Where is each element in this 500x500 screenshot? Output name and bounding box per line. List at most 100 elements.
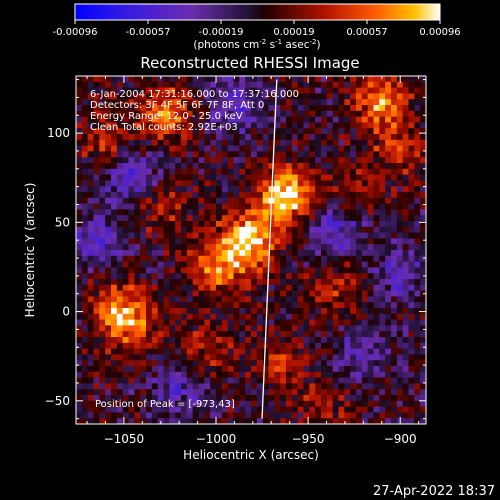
heatmap-cell	[169, 273, 176, 280]
heatmap-cell	[251, 354, 258, 361]
heatmap-cell	[385, 203, 392, 210]
heatmap-cell	[274, 389, 281, 396]
heatmap-cell	[251, 255, 258, 262]
heatmap-cell	[122, 337, 129, 344]
heatmap-cell	[146, 93, 153, 100]
heatmap-cell	[181, 116, 188, 123]
heatmap-cell	[105, 308, 112, 315]
heatmap-cell	[356, 81, 363, 88]
heatmap-cell	[93, 400, 100, 407]
heatmap-cell	[216, 232, 223, 239]
heatmap-cell	[134, 383, 141, 390]
y-tick-label: 50	[55, 215, 70, 229]
heatmap-cell	[93, 168, 100, 175]
heatmap-cell	[344, 139, 351, 146]
heatmap-cell	[157, 412, 164, 419]
heatmap-cell	[361, 383, 368, 390]
heatmap-cell	[221, 348, 228, 355]
heatmap-cell	[408, 389, 415, 396]
heatmap-cell	[408, 395, 415, 402]
heatmap-cell	[303, 354, 310, 361]
heatmap-cell	[81, 81, 88, 88]
heatmap-cell	[420, 406, 426, 413]
heatmap-cell	[291, 302, 298, 309]
heatmap-cell	[391, 134, 398, 141]
heatmap-cell	[315, 110, 322, 117]
heatmap-cell	[356, 238, 363, 245]
heatmap-cell	[157, 319, 164, 326]
heatmap-cell	[332, 418, 339, 424]
heatmap-cell	[367, 255, 374, 262]
heatmap-cell	[379, 87, 386, 94]
heatmap-cell	[169, 279, 176, 286]
heatmap-cell	[128, 383, 135, 390]
heatmap-cell	[350, 267, 357, 274]
heatmap-cell	[251, 337, 258, 344]
heatmap-cell	[338, 180, 345, 187]
heatmap-cell	[268, 331, 275, 338]
heatmap-cell	[256, 267, 263, 274]
heatmap-cell	[245, 383, 252, 390]
heatmap-cell	[309, 383, 316, 390]
heatmap-cell	[326, 180, 333, 187]
heatmap-cell	[420, 145, 426, 152]
heatmap-cell	[286, 163, 293, 170]
heatmap-cell	[146, 105, 153, 112]
heatmap-cell	[274, 163, 281, 170]
heatmap-cell	[408, 221, 415, 228]
heatmap-cell	[198, 105, 205, 112]
heatmap-cell	[379, 250, 386, 257]
heatmap-cell	[216, 250, 223, 257]
heatmap-cell	[309, 238, 316, 245]
heatmap-cell	[251, 87, 258, 94]
heatmap-cell	[175, 139, 182, 146]
heatmap-cell	[326, 377, 333, 384]
heatmap-cell	[140, 366, 147, 373]
heatmap-cell	[93, 267, 100, 274]
heatmap-cell	[210, 168, 217, 175]
heatmap-cell	[204, 302, 211, 309]
heatmap-cell	[256, 290, 263, 297]
heatmap-cell	[157, 261, 164, 268]
heatmap-cell	[186, 389, 193, 396]
heatmap-cell	[93, 244, 100, 251]
heatmap-cell	[321, 134, 328, 141]
heatmap-cell	[175, 406, 182, 413]
heatmap-cell	[274, 197, 281, 204]
heatmap-cell	[420, 325, 426, 332]
x-tick-label: −1050	[104, 432, 145, 446]
heatmap-cell	[169, 331, 176, 338]
heatmap-cell	[420, 209, 426, 216]
heatmap-cell	[332, 377, 339, 384]
heatmap-cell	[175, 238, 182, 245]
heatmap-cell	[414, 93, 421, 100]
heatmap-cell	[111, 128, 118, 135]
heatmap-cell	[76, 296, 83, 303]
heatmap-cell	[163, 203, 170, 210]
heatmap-cell	[280, 244, 287, 251]
heatmap-cell	[286, 279, 293, 286]
heatmap-cell	[280, 273, 287, 280]
heatmap-cell	[315, 192, 322, 199]
heatmap-cell	[146, 145, 153, 152]
heatmap-cell	[396, 221, 403, 228]
heatmap-cell	[396, 139, 403, 146]
heatmap-cell	[350, 261, 357, 268]
heatmap-cell	[338, 348, 345, 355]
heatmap-cell	[402, 192, 409, 199]
heatmap-cell	[420, 134, 426, 141]
heatmap-cell	[367, 122, 374, 129]
heatmap-cell	[321, 325, 328, 332]
heatmap-cell	[227, 389, 234, 396]
heatmap-cell	[76, 163, 83, 170]
heatmap-cell	[186, 302, 193, 309]
heatmap-cell	[315, 203, 322, 210]
heatmap-cell	[81, 250, 88, 257]
heatmap-cell	[175, 273, 182, 280]
heatmap-cell	[105, 99, 112, 106]
heatmap-cell	[116, 418, 123, 424]
heatmap-cell	[367, 290, 374, 297]
heatmap-cell	[356, 174, 363, 181]
heatmap-cell	[367, 250, 374, 257]
heatmap-cell	[391, 110, 398, 117]
